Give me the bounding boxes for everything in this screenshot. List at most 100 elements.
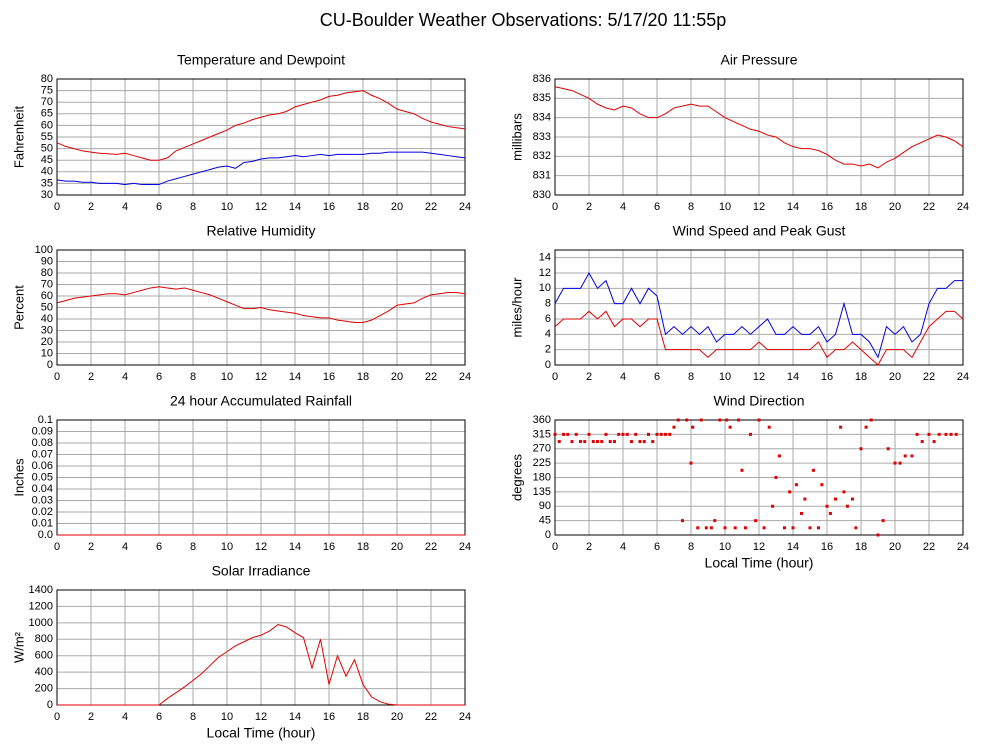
y-tick-label: 2 (545, 344, 551, 356)
y-axis-label: Fahrenheit (11, 106, 26, 169)
data-point (915, 432, 919, 436)
x-tick-label: 22 (425, 541, 437, 553)
x-tick-label: 6 (654, 201, 660, 213)
y-tick-label: 40 (41, 166, 53, 178)
x-tick-label: 24 (459, 371, 471, 383)
y-tick-label: 0 (545, 359, 551, 371)
y-tick-label: 0 (47, 699, 53, 711)
data-point (566, 432, 570, 436)
y-tick-label: 831 (533, 170, 551, 182)
data-point (737, 418, 741, 422)
x-tick-label: 14 (289, 711, 301, 723)
x-tick-label: 20 (889, 371, 901, 383)
data-point (642, 440, 646, 444)
y-tick-label: 4 (545, 328, 551, 340)
x-tick-label: 2 (586, 541, 592, 553)
y-tick-label: 100 (35, 244, 53, 256)
data-point (828, 511, 832, 515)
x-tick-label: 24 (459, 711, 471, 723)
x-tick-label: 14 (289, 371, 301, 383)
y-tick-label: 0.03 (32, 494, 53, 506)
data-point (851, 497, 854, 501)
y-tick-label: 80 (41, 267, 53, 279)
data-point (699, 418, 703, 422)
data-point (757, 418, 761, 422)
x-tick-label: 8 (190, 371, 196, 383)
data-point (820, 483, 824, 487)
x-tick-label: 12 (753, 201, 765, 213)
x-tick-label: 14 (289, 541, 301, 553)
data-point (621, 432, 625, 436)
data-point (713, 519, 717, 523)
x-tick-label: 20 (889, 201, 901, 213)
x-tick-label: 6 (156, 541, 162, 553)
y-tick-label: 800 (35, 633, 53, 645)
y-tick-label: 0.07 (32, 448, 53, 460)
x-tick-label: 6 (156, 711, 162, 723)
data-point (634, 432, 638, 436)
x-tick-label: 18 (357, 541, 369, 553)
x-tick-label: 0 (552, 201, 558, 213)
data-point (937, 432, 941, 436)
x-tick-label: 18 (855, 541, 867, 553)
x-tick-label: 14 (289, 201, 301, 213)
x-tick-label: 4 (620, 541, 626, 553)
data-point (591, 440, 595, 444)
x-tick-label: 20 (889, 541, 901, 553)
x-tick-label: 16 (821, 371, 833, 383)
chart-title: Wind Speed and Peak Gust (673, 223, 846, 239)
plot-frame (554, 249, 964, 366)
y-tick-label: 6 (545, 313, 551, 325)
data-point (557, 440, 561, 444)
x-tick-label: 20 (391, 201, 403, 213)
data-point (672, 425, 676, 429)
data-point (817, 526, 820, 530)
data-point (932, 440, 936, 444)
data-point (664, 432, 667, 436)
x-tick-label: 6 (654, 541, 660, 553)
x-tick-label: 12 (255, 371, 267, 383)
x-tick-label: 22 (923, 371, 935, 383)
x-tick-label: 16 (323, 711, 335, 723)
data-point (704, 526, 708, 530)
y-tick-label: 65 (41, 108, 53, 120)
data-point (562, 432, 565, 436)
chart-title: Relative Humidity (207, 223, 316, 239)
y-tick-label: 50 (41, 301, 53, 313)
x-tick-label: 0 (54, 371, 60, 383)
x-tick-label: 4 (122, 541, 128, 553)
x-tick-label: 2 (88, 371, 94, 383)
x-tick-label: 0 (54, 541, 60, 553)
data-point (910, 454, 914, 458)
data-point (608, 440, 612, 444)
data-point (749, 432, 752, 436)
data-point (600, 440, 604, 444)
x-tick-label: 22 (425, 371, 437, 383)
data-point (808, 526, 812, 530)
y-tick-label: 834 (533, 112, 551, 124)
data-line (554, 310, 964, 366)
x-tick-label: 20 (391, 711, 403, 723)
x-tick-label: 20 (391, 371, 403, 383)
x-tick-label: 18 (855, 371, 867, 383)
data-point (783, 526, 786, 530)
x-tick-label: 24 (957, 541, 969, 553)
data-point (685, 418, 689, 422)
data-point (604, 432, 608, 436)
data-point (617, 432, 621, 436)
x-tick-label: 8 (190, 201, 196, 213)
data-point (954, 432, 958, 436)
y-axis-label: degrees (509, 454, 524, 501)
y-tick-label: 835 (533, 92, 551, 104)
data-point (733, 526, 737, 530)
data-point (681, 519, 684, 523)
x-tick-label: 2 (88, 541, 94, 553)
x-tick-label: 20 (391, 541, 403, 553)
x-tick-label: 10 (221, 371, 233, 383)
chart-panel: Wind Speed and Peak Gustmiles/hour024681… (509, 223, 969, 383)
x-tick-label: 10 (719, 201, 731, 213)
chart-title: Solar Irradiance (212, 563, 311, 579)
y-axis-label: W/m² (11, 631, 26, 663)
x-tick-label: 8 (688, 541, 694, 553)
x-tick-label: 10 (719, 371, 731, 383)
